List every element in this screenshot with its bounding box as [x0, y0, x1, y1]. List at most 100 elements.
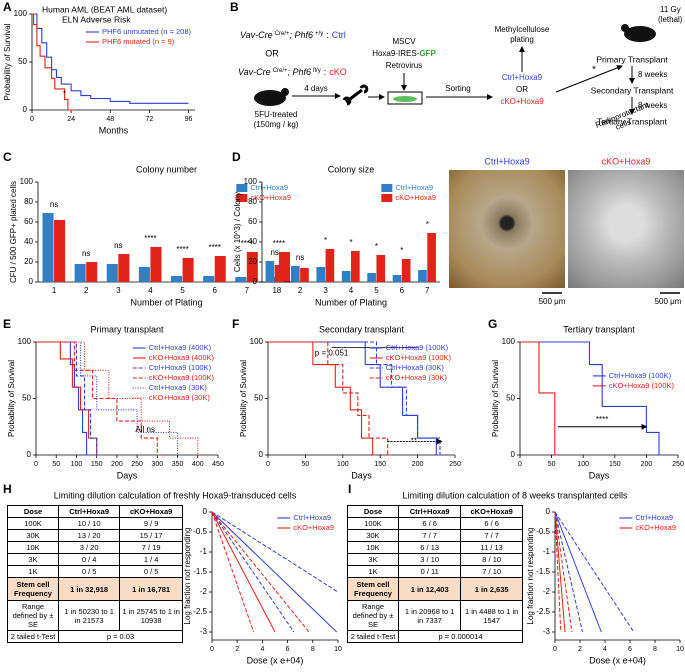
table-cell: 15 / 17: [119, 529, 183, 542]
x-tick-label: 8: [653, 646, 657, 653]
x-tick-label: 6: [212, 286, 217, 295]
bound-line: [554, 511, 573, 633]
text: :: [324, 67, 327, 77]
bound-line: [211, 511, 295, 633]
x-tick-label: 50: [548, 461, 556, 468]
bar: [376, 255, 386, 282]
x-axis-label: Dose (x e+04): [589, 655, 646, 665]
x-tick-label: 3: [323, 286, 328, 295]
legend-label: cKO+Hoxa9: [250, 193, 291, 202]
panel-label: C: [3, 150, 12, 164]
table-cell: 7 / 19: [119, 541, 183, 554]
significance: *: [400, 246, 403, 255]
y-tick-label: -0.5: [536, 527, 550, 536]
text: cKO+Hoxa9: [500, 97, 544, 106]
table-cell: 1 / 4: [119, 553, 183, 566]
bar: [316, 267, 326, 282]
bound-line: [211, 511, 310, 633]
table-cell: 1K: [347, 565, 399, 578]
table-header: cKO+Hoxa9: [460, 505, 523, 518]
legend-label: cKO+Hoxa9 (100K): [386, 353, 452, 362]
chart-title: Primary transplant: [90, 324, 164, 334]
y-tick-label: 0: [27, 450, 32, 459]
table-cell: 9 / 9: [119, 517, 183, 530]
bar: [392, 275, 402, 282]
table-cell: 1 in 12,403: [397, 577, 462, 601]
legend-label: cKO+Hoxa9 (100K): [609, 381, 675, 390]
table-row: Range defined by ± SE 1 in 20968 to 1 in …: [347, 600, 523, 631]
significance: ****: [208, 243, 220, 252]
table-cell: p = 0.000014: [398, 630, 523, 643]
text: cKO: [329, 67, 347, 77]
panel-label: I: [348, 482, 351, 496]
annotation: *: [63, 90, 66, 99]
x-tick-label: 200: [111, 461, 123, 468]
panel-label: D: [232, 150, 241, 164]
legend-label: cKO+Hoxa9 (30K): [386, 373, 448, 382]
x-tick-label: 7: [245, 286, 250, 295]
x-tick-label: 6: [628, 646, 632, 653]
x-tick-label: 0: [210, 646, 214, 653]
bar: [290, 266, 300, 282]
y-tick-label: 100: [250, 337, 264, 346]
y-tick-label: 0: [203, 507, 208, 516]
y-tick-label: 60: [24, 217, 33, 226]
x-tick-label: 100: [577, 461, 589, 468]
y-axis-label: Probability of Survival: [3, 23, 12, 100]
table-cell: 7 / 7: [397, 529, 462, 542]
legend-swatch: [236, 194, 248, 202]
table-row: Dose Ctrl+Hoxa9 cKO+Hoxa9: [7, 505, 183, 518]
arrow: [555, 65, 623, 93]
text: Hoxa9-IRES-GFP: [372, 49, 436, 58]
table-header: Dose: [347, 505, 399, 518]
legend-label: cKO+Hoxa9 (30K): [149, 393, 211, 402]
legend-label: cKO+Hoxa9 (400K): [149, 353, 215, 362]
table-title: Limiting dilution calculation of 8 weeks…: [402, 490, 628, 500]
table-cell: 0 / 5: [119, 565, 183, 578]
significance: ns: [296, 253, 304, 262]
survival-curve: [268, 341, 392, 456]
chart-title: Tertiary transplant: [563, 324, 635, 334]
bar: [351, 251, 360, 282]
table-cell: 0 / 5: [57, 565, 121, 578]
x-axis-label: Days: [589, 470, 610, 480]
text: Hoxa9-IRES-: [372, 49, 419, 58]
panel-label: F: [232, 317, 239, 331]
legend: Ctrl+Hoxa9 (400K)cKO+Hoxa9 (400K)Ctrl+Ho…: [132, 343, 215, 402]
dish-icon: [387, 91, 423, 105]
table-header: Dose: [7, 505, 59, 518]
legend: PHF6 unmutated (n = 208)PHF6 mutated (n …: [85, 27, 191, 46]
table-cell: 6 / 13: [397, 541, 462, 554]
x-tick-label: 50: [52, 461, 60, 468]
mouse-icon: [254, 90, 286, 106]
mouse-icon: [281, 88, 289, 96]
legend-label: Ctrl+Hoxa9 (30K): [386, 363, 445, 372]
x-tick-label: 10: [334, 646, 342, 653]
y-axis-label: Probability of Survival: [491, 360, 500, 437]
bound-line: [211, 511, 339, 593]
bar: [300, 268, 309, 282]
table-cell: 6 / 6: [397, 517, 462, 530]
table-row: 1K 0 / 11 7 / 10: [347, 565, 523, 578]
table-cell: Stem cell Frequency: [7, 577, 59, 601]
x-tick-label: 1: [52, 286, 57, 295]
survival-curve: [36, 341, 162, 456]
legend-label: Ctrl+Hoxa9 (100K): [149, 363, 212, 372]
bar: [150, 247, 162, 282]
y-tick-label: 80: [248, 197, 257, 206]
text: Ctrl+Hoxa9: [502, 73, 543, 82]
legend-label: Ctrl+Hoxa9 (30K): [149, 383, 208, 392]
x-tick-label: 10: [676, 646, 684, 653]
y-tick-label: 20: [248, 257, 257, 266]
x-axis-label: Days: [117, 470, 138, 480]
table-cell: 1 in 50230 to 1 in 21573: [57, 600, 121, 631]
x-tick-label: 6: [400, 286, 405, 295]
y-tick-label: 0: [259, 450, 264, 459]
x-axis-label: Days: [351, 470, 372, 480]
